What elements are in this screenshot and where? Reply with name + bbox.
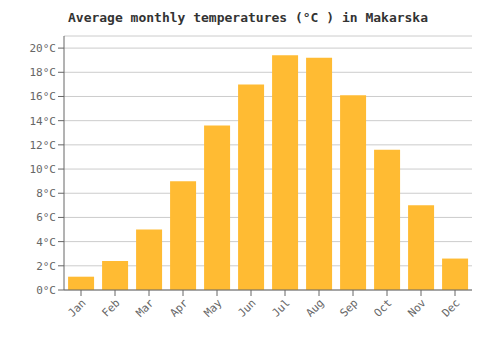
svg-text:2°C: 2°C	[36, 260, 56, 273]
svg-text:Mar: Mar	[133, 296, 157, 320]
svg-text:Oct: Oct	[371, 296, 394, 319]
svg-text:Nov: Nov	[405, 296, 429, 320]
svg-text:Jun: Jun	[235, 296, 258, 319]
svg-text:12°C: 12°C	[30, 139, 57, 152]
html-text:Average monthly temperatures (: Average monthly temperatures (°C ) in Ma…	[68, 10, 428, 25]
svg-text:10°C: 10°C	[30, 163, 57, 176]
svg-text:0°C: 0°C	[36, 284, 56, 297]
svg-text:Feb: Feb	[99, 296, 122, 319]
svg-text:Apr: Apr	[167, 296, 191, 320]
svg-text:Jul: Jul	[269, 296, 292, 319]
svg-text:4°C: 4°C	[36, 236, 56, 249]
svg-text:14°C: 14°C	[30, 115, 57, 128]
svg-text:6°C: 6°C	[36, 211, 56, 224]
svg-text:Sep: Sep	[337, 296, 360, 319]
svg-text:May: May	[201, 296, 225, 320]
svg-text:20°C: 20°C	[30, 42, 57, 55]
svg-text:Dec: Dec	[439, 296, 462, 319]
svg-text:8°C: 8°C	[36, 187, 56, 200]
svg-text:18°C: 18°C	[30, 66, 57, 79]
svg-text:Jan: Jan	[65, 296, 88, 319]
svg-text:Aug: Aug	[303, 296, 326, 319]
svg-text:16°C: 16°C	[30, 90, 57, 103]
